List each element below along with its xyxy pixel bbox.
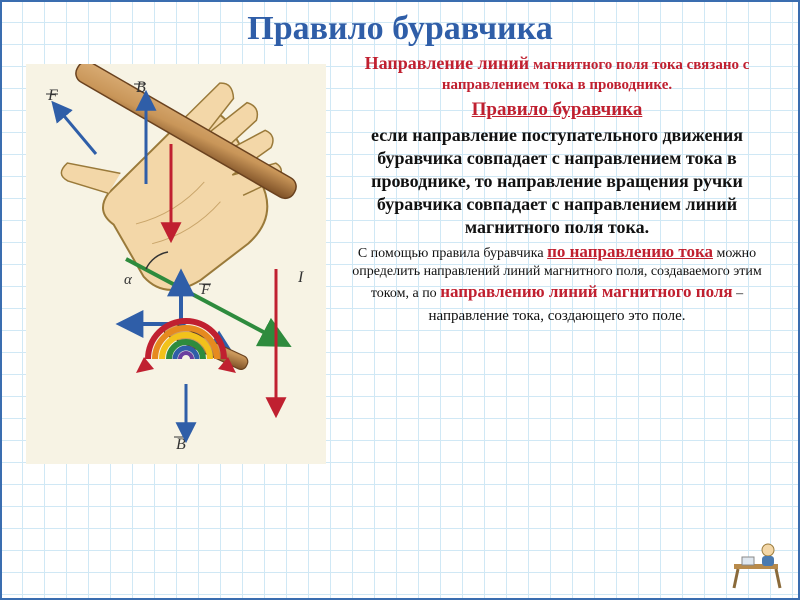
use-pre: С помощью правила буравчика (358, 246, 544, 261)
intro-lead: Направление линий (365, 53, 530, 73)
text-column: Направление линий магнитного поля тока с… (340, 52, 774, 464)
label-I: I (297, 269, 304, 286)
hand-rule-diagram: F B α F (26, 64, 326, 464)
rotation-rainbow (136, 321, 236, 373)
rule-heading-text: Правило буравчика (472, 99, 643, 120)
use-dash: – (736, 286, 743, 301)
use-field-phrase: направлению линий магнитного поля (440, 282, 732, 301)
diagram-svg: F B α F (26, 64, 326, 464)
title-text: Правило буравчика (247, 10, 552, 47)
label-alpha: α (124, 272, 133, 288)
label-B: B (136, 79, 146, 96)
content-row: F B α F (2, 48, 798, 464)
student-desk-icon (728, 540, 788, 590)
rule-body: если направление поступательного движени… (340, 124, 774, 239)
intro-paragraph: Направление линий магнитного поля тока с… (340, 52, 774, 96)
use-tail-paragraph: направление тока, создающего это поле. (340, 307, 774, 326)
label-F: F (47, 87, 58, 104)
page-title: Правило буравчика (2, 2, 798, 48)
use-tail: направление тока, создающего это поле. (428, 308, 685, 324)
vector-F-arrow (54, 104, 96, 154)
use-paragraph: С помощью правила буравчика по направлен… (340, 241, 774, 303)
rule-heading: Правило буравчика (340, 98, 774, 122)
rule-body-text: если направление поступательного движени… (371, 125, 743, 237)
use-current-phrase: по направлению тока (547, 242, 713, 261)
